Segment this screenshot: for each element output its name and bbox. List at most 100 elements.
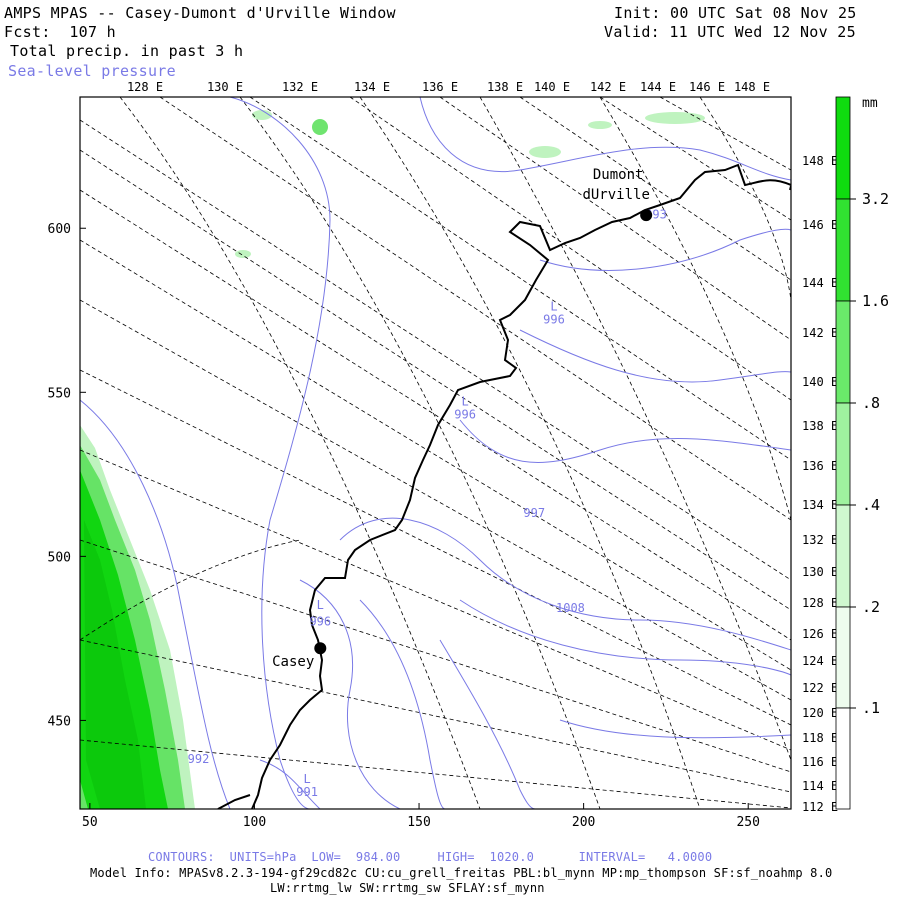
meridian-line [80, 149, 791, 611]
parallel-line [80, 539, 301, 641]
isobar [339, 517, 791, 651]
longitude-label: 144 E [640, 80, 676, 94]
chart-title: AMPS MPAS -- Casey-Dumont d'Urville Wind… [4, 4, 396, 22]
x-tick-label: 150 [407, 815, 430, 830]
precip-shading [80, 110, 705, 809]
parallel-line [599, 97, 791, 521]
parallel-line [479, 97, 791, 761]
parallel-line [359, 97, 701, 809]
isobar [559, 719, 791, 739]
isobar [359, 599, 446, 809]
top-longitude-labels: 128 E 130 E 132 E 134 E 136 E 138 E 140 E 142 E… [127, 80, 770, 94]
meridian-line [519, 97, 791, 281]
y-tick-label: 600 [48, 222, 71, 237]
longitude-label: 124 E [802, 654, 838, 668]
longitude-label: 120 E [802, 706, 838, 720]
meridian-line [599, 97, 791, 221]
meridian-line [80, 539, 791, 773]
x-tick-label: 100 [243, 815, 266, 830]
y-axis: 600 550 500 450 [48, 222, 86, 729]
overlay-name: Sea-level pressure [8, 62, 176, 80]
colorbar-label: .2 [862, 598, 880, 616]
isobar [299, 579, 401, 809]
longitude-label: 148 E [802, 154, 838, 168]
physics-info: LW:rrtmg_lw SW:rrtmg_sw SFLAY:sf_mynn [270, 881, 545, 895]
meridian-line [80, 299, 791, 701]
longitude-label: 134 E [802, 498, 838, 512]
meridian-line [80, 639, 791, 793]
longitude-label: 140 E [802, 375, 838, 389]
casey-station-label: Casey [272, 654, 314, 670]
meridian-line [159, 97, 791, 521]
pressure-label: L [304, 772, 311, 786]
precip-patch [312, 119, 328, 135]
pressure-label: 1008 [556, 601, 585, 615]
valid-time: Valid: 11 UTC Wed 12 Nov 25 [604, 23, 856, 41]
longitude-label: 146 E [689, 80, 725, 94]
longitude-label: 116 E [802, 755, 838, 769]
init-time: Init: 00 UTC Sat 08 Nov 25 [614, 4, 857, 22]
pressure-contours [80, 97, 791, 809]
longitude-label: 130 E [802, 565, 838, 579]
colorbar-segment [835, 402, 851, 506]
parallel-line [699, 97, 791, 301]
colorbar-label: .4 [862, 496, 880, 514]
longitude-label: 126 E [802, 627, 838, 641]
longitude-label: 132 E [802, 533, 838, 547]
isobar [519, 329, 791, 383]
meridian-line [659, 97, 791, 171]
y-tick-label: 450 [48, 714, 71, 729]
casey-station-marker[interactable] [314, 642, 327, 655]
precip-patch [529, 146, 561, 158]
pressure-label: L [550, 299, 557, 313]
pressure-label: 997 [523, 506, 545, 520]
pressure-label: 991 [296, 785, 318, 799]
colorbar-segment [835, 707, 851, 810]
model-info: Model Info: MPASv8.2.3-194-gf29cd82c CU:… [90, 866, 833, 880]
isobar [539, 228, 791, 271]
longitude-label: 112 E [802, 800, 838, 814]
precip-patch [235, 250, 251, 258]
x-tick-label: 250 [736, 815, 759, 830]
meridian-line [80, 739, 791, 809]
stations: Casey Dumont dUrville [272, 167, 653, 670]
isobar [459, 599, 791, 676]
longitude-label: 128 E [127, 80, 163, 94]
longitude-label: 136 E [422, 80, 458, 94]
longitude-label: 146 E [802, 218, 838, 232]
dumont-station-marker[interactable] [640, 209, 653, 222]
colorbar-label: 1.6 [862, 292, 889, 310]
field-name: Total precip. in past 3 h [10, 42, 244, 60]
colorbar: mm 3.2 1.6 .8 .4 .2 .1 [835, 96, 889, 810]
meridian-line [80, 189, 791, 641]
coastline-path [251, 163, 791, 809]
pressure-label: L [462, 394, 469, 408]
y-tick-label: 550 [48, 386, 71, 401]
isobar [229, 97, 331, 809]
contour-info: CONTOURS: UNITS=hPa LOW= 984.00 HIGH= 10… [148, 850, 713, 864]
longitude-label: 128 E [802, 596, 838, 610]
longitude-label: 122 E [802, 681, 838, 695]
colorbar-segment [835, 96, 851, 200]
pressure-label: 996 [309, 614, 331, 628]
colorbar-unit: mm [862, 96, 878, 111]
precip-patch [252, 110, 272, 120]
isobar [419, 97, 791, 181]
map-frame [79, 96, 792, 810]
colorbar-label: .8 [862, 394, 880, 412]
forecast-hour: Fcst: 107 h [4, 23, 116, 41]
colorbar-segment [835, 300, 851, 404]
pressure-label: 996 [543, 312, 565, 326]
longitude-label: 140 E [534, 80, 570, 94]
y-tick-label: 500 [48, 550, 71, 565]
right-longitude-labels: 148 E 146 E 144 E 142 E 140 E 138 E 136 E 134 E… [802, 154, 838, 814]
x-tick-label: 200 [572, 815, 595, 830]
longitude-label: 118 E [802, 731, 838, 745]
isobar [439, 639, 536, 809]
colorbar-segment [835, 504, 851, 608]
meridian-line [249, 97, 791, 461]
colorbar-segment [835, 198, 851, 302]
isobar [459, 419, 791, 463]
